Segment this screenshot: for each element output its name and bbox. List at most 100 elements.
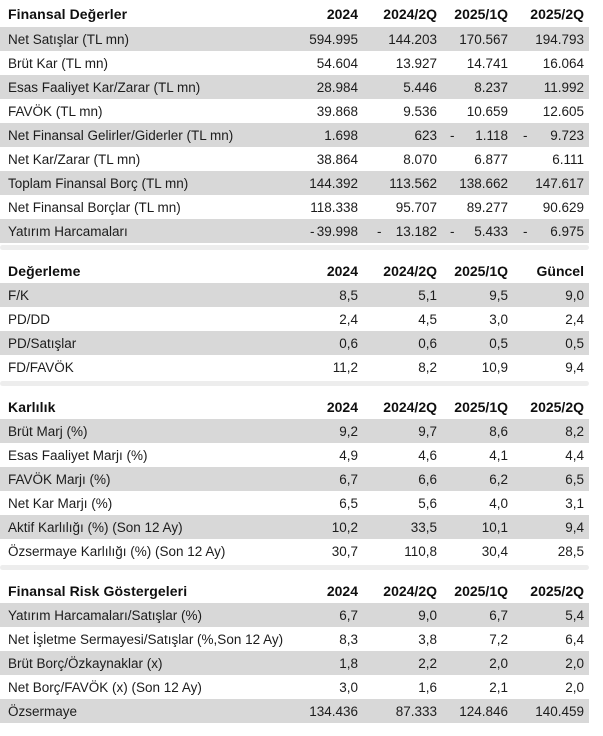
row-label: FAVÖK (TL mn) (8, 103, 103, 119)
value-cell: 8,2 (565, 423, 584, 439)
section-finansal-degerler: Finansal Değerler 2024 2024/2Q 2025/1Q 2025/… (0, 1, 589, 243)
value-cell: 144.203 (388, 31, 437, 47)
section-header-row: Karlılık 2024 2024/2Q 2025/1Q 2025/2Q (0, 386, 589, 419)
table-row: Toplam Finansal Borç (TL mn) 144.392 113.5… (0, 171, 589, 195)
value-cell: 3,8 (418, 631, 437, 647)
table-row: Net Kar/Zarar (TL mn) 38.864 8.070 6.877 6.1… (0, 147, 589, 171)
row-label: Özsermaye Karlılığı (%) (Son 12 Ay) (8, 543, 226, 559)
value-cell: -13.182 (363, 224, 442, 239)
row-label: Aktif Karlılığı (%) (Son 12 Ay) (8, 519, 183, 535)
value-cell: 30,7 (331, 543, 358, 559)
value-cell: 6,2 (489, 471, 508, 487)
row-label: Toplam Finansal Borç (TL mn) (8, 175, 189, 191)
cell-value: 5.433 (474, 223, 508, 239)
row-label: Net Finansal Borçlar (TL mn) (8, 199, 181, 215)
row-label: Net Finansal Gelirler/Giderler (TL mn) (8, 127, 234, 143)
column-header: 2024/2Q (383, 399, 437, 415)
value-cell: 2,1 (489, 679, 508, 695)
value-cell: 2,4 (339, 311, 358, 327)
value-cell: 8,5 (339, 287, 358, 303)
value-cell: 1,6 (418, 679, 437, 695)
value-cell: 4,5 (418, 311, 437, 327)
value-cell: 28.984 (316, 79, 358, 95)
table-row: FAVÖK Marjı (%) 6,7 6,6 6,2 6,5 (0, 467, 589, 491)
value-cell: 33,5 (410, 519, 437, 535)
section-title: Finansal Değerler (8, 6, 128, 22)
row-label: PD/DD (8, 311, 51, 327)
value-cell: 4,9 (339, 447, 358, 463)
value-cell: 4,0 (489, 495, 508, 511)
column-header: 2025/2Q (530, 583, 584, 599)
minus-sign: - (377, 223, 382, 239)
table-row: Net Finansal Gelirler/Giderler (TL mn) 1.… (0, 123, 589, 147)
column-header: 2025/1Q (454, 583, 508, 599)
value-cell: 2,4 (565, 311, 584, 327)
section-finansal-risk-gostergeleri: Finansal Risk Göstergeleri 2024 2024/2Q 202… (0, 565, 589, 723)
table-row: FAVÖK (TL mn) 39.868 9.536 10.659 12.605 (0, 99, 589, 123)
value-cell: 0,5 (565, 335, 584, 351)
row-label: Net İşletme Sermayesi/Satışlar (%,Son 12… (8, 631, 284, 647)
value-cell: 38.864 (316, 151, 358, 167)
value-cell: 8,6 (489, 423, 508, 439)
column-header: 2025/1Q (454, 263, 508, 279)
table-row: Brüt Marj (%) 9,2 9,7 8,6 8,2 (0, 419, 589, 443)
value-cell: 5.446 (403, 79, 437, 95)
table-row: Yatırım Harcamaları -39.998-13.182-5.433-… (0, 219, 589, 243)
column-header: 2024/2Q (383, 6, 437, 22)
column-header: 2024 (326, 6, 358, 22)
cell-value: 13.182 (395, 223, 437, 239)
value-cell: 89.277 (466, 199, 508, 215)
value-cell: 124.846 (459, 703, 508, 719)
value-cell: 2,0 (565, 679, 584, 695)
row-label: Yatırım Harcamaları (8, 223, 128, 239)
column-header: 2025/2Q (530, 6, 584, 22)
value-cell: 9,7 (418, 423, 437, 439)
value-cell: 95.707 (395, 199, 437, 215)
value-cell: 5,4 (565, 607, 584, 623)
value-cell: 0,5 (489, 335, 508, 351)
value-cell: 28,5 (557, 543, 584, 559)
section-header-row: Finansal Değerler 2024 2024/2Q 2025/1Q 2025/… (0, 1, 589, 27)
value-cell: 10,9 (481, 359, 508, 375)
table-row: F/K 8,5 5,1 9,5 9,0 (0, 283, 589, 307)
value-cell: 2,0 (565, 655, 584, 671)
value-cell: 6,6 (418, 471, 437, 487)
value-cell: 4,6 (418, 447, 437, 463)
table-row: FD/FAVÖK 11,2 8,2 10,9 9,4 (0, 355, 589, 379)
section-divider (0, 565, 589, 570)
value-cell: 13.927 (395, 55, 437, 71)
section-title: Değerleme (8, 263, 81, 279)
value-cell: 8,3 (339, 631, 358, 647)
minus-sign: - (523, 127, 528, 143)
value-cell: 10.659 (466, 103, 508, 119)
column-header: 2024/2Q (383, 263, 437, 279)
column-header: 2025/1Q (454, 6, 508, 22)
cell-value: 9.723 (550, 127, 584, 143)
value-cell: 6,7 (339, 607, 358, 623)
section-karlilik: Karlılık 2024 2024/2Q 2025/1Q 2025/2Q Brüt Ma… (0, 381, 589, 563)
value-cell: 6,5 (339, 495, 358, 511)
value-cell: 110,8 (404, 543, 437, 559)
value-cell: 594.995 (309, 31, 358, 47)
table-row: Brüt Kar (TL mn) 54.604 13.927 14.741 16.064 (0, 51, 589, 75)
table-row: PD/DD 2,4 4,5 3,0 2,4 (0, 307, 589, 331)
table-row: Net Finansal Borçlar (TL mn) 118.338 95.70… (0, 195, 589, 219)
row-label: Net Kar Marjı (%) (8, 495, 113, 511)
table-row: Net Borç/FAVÖK (x) (Son 12 Ay) 3,0 1,6 2,1 2… (0, 675, 589, 699)
value-cell: 9,0 (565, 287, 584, 303)
row-label: Esas Faaliyet Marjı (%) (8, 447, 148, 463)
value-cell: 4,1 (489, 447, 508, 463)
row-label: Brüt Borç/Özkaynaklar (x) (8, 655, 163, 671)
row-label: Yatırım Harcamaları/Satışlar (%) (8, 607, 203, 623)
value-cell: 1,8 (339, 655, 358, 671)
value-cell: 30,4 (481, 543, 508, 559)
row-label: Özsermaye (8, 703, 78, 719)
value-cell: 6,4 (565, 631, 584, 647)
value-cell: 170.567 (459, 31, 508, 47)
value-cell: 2,0 (489, 655, 508, 671)
value-cell: 9,0 (418, 607, 437, 623)
row-label: F/K (8, 287, 30, 303)
section-header-row: Finansal Risk Göstergeleri 2024 2024/2Q 202… (0, 570, 589, 603)
row-label: Brüt Kar (TL mn) (8, 55, 109, 71)
column-header: 2024 (326, 399, 358, 415)
